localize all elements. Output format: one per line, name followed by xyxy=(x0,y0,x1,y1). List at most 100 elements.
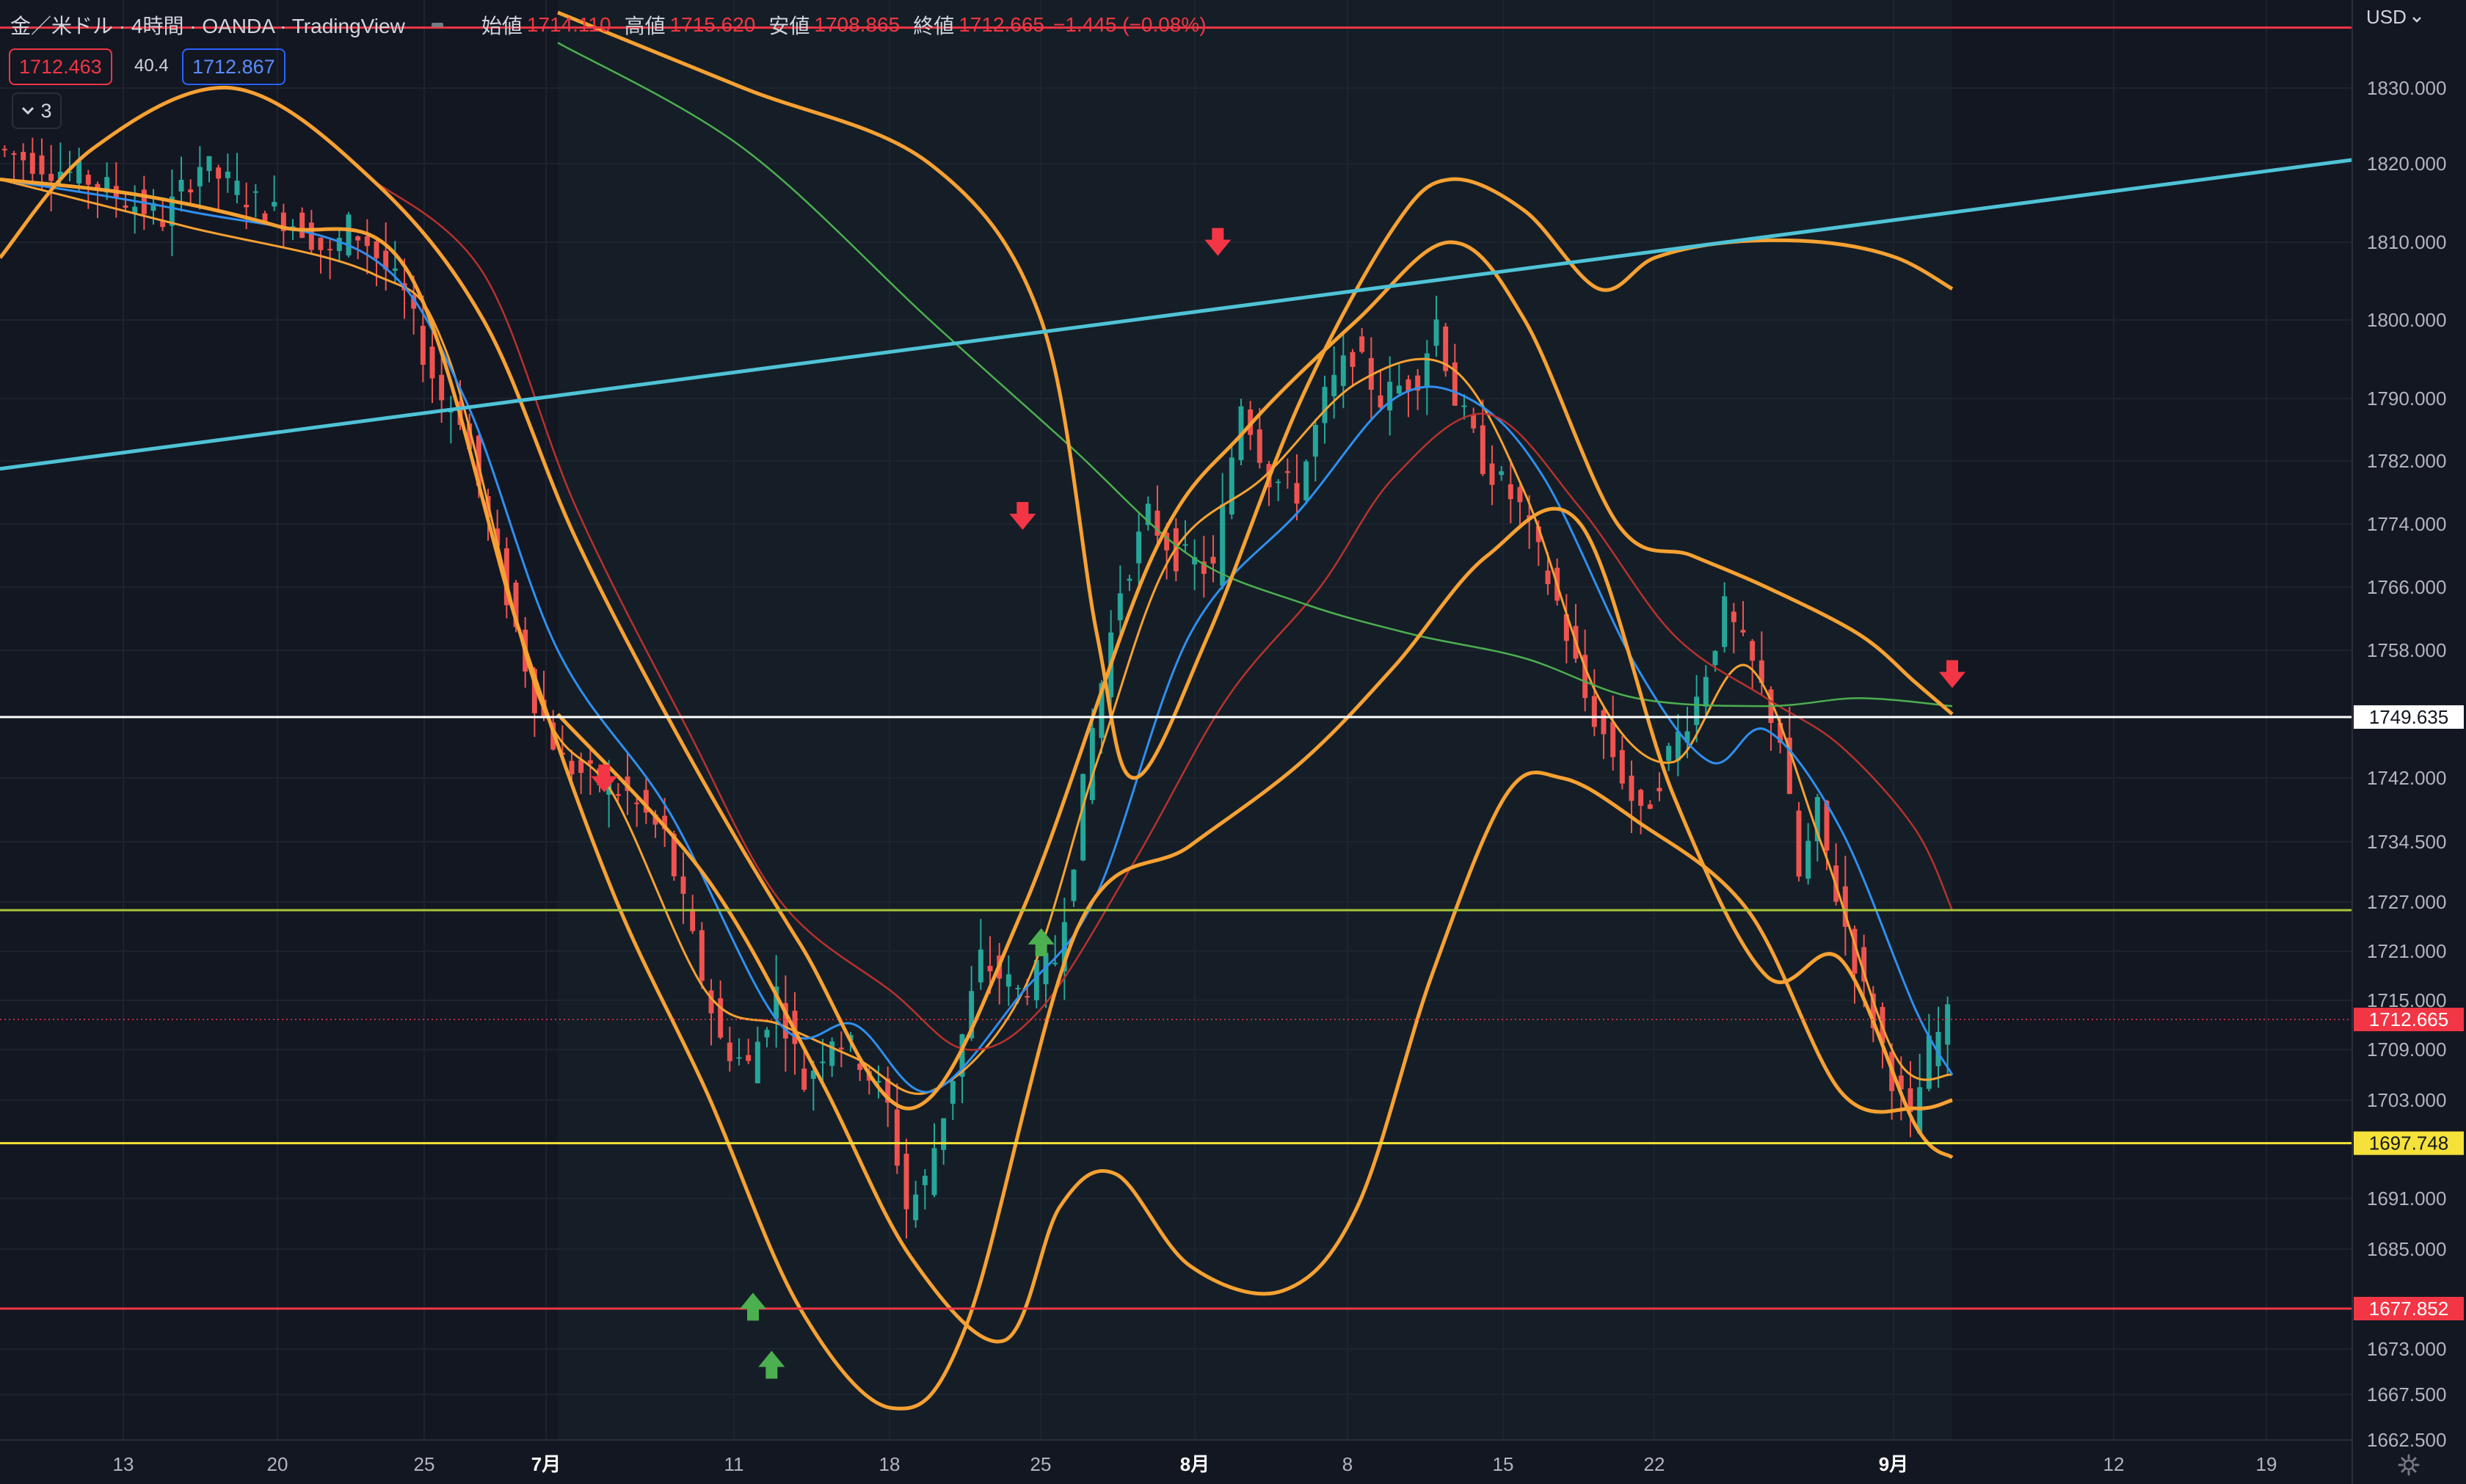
candle-body xyxy=(1182,544,1188,546)
candle-body xyxy=(1861,947,1867,982)
horizontal-lines[interactable] xyxy=(0,26,2352,1310)
open-label: 始値 xyxy=(481,15,523,37)
candle-body xyxy=(820,1061,826,1063)
candle-body xyxy=(969,991,975,1039)
candle-body xyxy=(1210,556,1216,564)
candle-body xyxy=(411,295,417,309)
candle-body xyxy=(420,325,426,365)
candle-body xyxy=(1127,578,1132,581)
candle-body xyxy=(1080,774,1086,861)
candle-body xyxy=(169,196,175,226)
price-tick-label: 1800.000 xyxy=(2367,309,2446,331)
price-tick-label: 1766.000 xyxy=(2367,576,2446,598)
candle-body xyxy=(1117,593,1123,621)
candle-body xyxy=(922,1176,928,1185)
candle-body xyxy=(1852,928,1858,974)
trendline xyxy=(0,158,2353,471)
candle-body xyxy=(1945,1004,1951,1045)
price-tick-label: 1673.000 xyxy=(2367,1338,2446,1360)
last-price-label-bg xyxy=(2354,1008,2464,1032)
candle-body xyxy=(680,876,686,894)
time-tick-label: 8 xyxy=(1342,1453,1353,1475)
candle-body xyxy=(1312,424,1318,457)
candle-body xyxy=(262,213,268,222)
price-tick-label: 1662.500 xyxy=(2367,1429,2446,1451)
candle-body xyxy=(392,268,398,271)
time-tick-label: 11 xyxy=(724,1453,744,1475)
candle-body xyxy=(346,214,352,255)
chevron-down-icon xyxy=(2412,17,2422,23)
price-tick-label: 1830.000 xyxy=(2367,77,2446,99)
candle-body xyxy=(1814,797,1820,842)
indicator-toggle-button[interactable]: 3 xyxy=(12,92,62,129)
level-price-label-bg xyxy=(2354,1131,2464,1155)
candle-body xyxy=(429,346,435,379)
candle-body xyxy=(364,236,370,247)
candle-body xyxy=(1712,651,1718,666)
candle-body xyxy=(736,1057,742,1059)
candle-body xyxy=(57,171,63,179)
candle-body xyxy=(1750,641,1756,661)
candle-body xyxy=(439,374,445,401)
candle-body xyxy=(197,167,203,186)
time-tick-label: 9月 xyxy=(1879,1453,1908,1475)
candle-body xyxy=(1350,352,1356,367)
candle-body xyxy=(1480,425,1485,474)
symbol-title[interactable]: 金／米ドル · 4時間 · OANDA · TradingView xyxy=(10,15,405,37)
candle-body xyxy=(894,1109,900,1166)
price-axis-ticks: 1830.000 1820.000 1810.000 1800.000 1790.000… xyxy=(2367,77,2446,1451)
candle-body xyxy=(941,1118,947,1150)
series-ema-fast xyxy=(0,178,1953,1095)
candle-body xyxy=(782,1003,788,1039)
candle-body xyxy=(913,1194,919,1221)
candle-body xyxy=(1359,336,1365,352)
time-axis[interactable] xyxy=(0,1440,2352,1484)
candle-body xyxy=(39,155,45,175)
candle-body xyxy=(1396,385,1402,394)
buy-arrow-icon xyxy=(1028,928,1055,956)
time-tick-label: 25 xyxy=(1030,1453,1052,1475)
price-axis[interactable] xyxy=(2352,0,2466,1484)
candle-body xyxy=(1907,1088,1913,1113)
candle-body xyxy=(1601,710,1607,735)
candle-body xyxy=(1071,869,1077,901)
candle-body xyxy=(931,1148,937,1196)
sell-arrow-icon xyxy=(1204,228,1232,256)
high-value: 1715.620 xyxy=(669,13,756,36)
price-tick-label: 1685.000 xyxy=(2367,1238,2446,1260)
candle-body xyxy=(1331,374,1337,396)
price-tick-label: 1691.000 xyxy=(2367,1187,2446,1210)
price-tick-label: 1742.000 xyxy=(2367,767,2446,789)
price-tick-label: 1709.000 xyxy=(2367,1039,2446,1061)
candle-body xyxy=(1610,721,1616,757)
candle-body xyxy=(1256,429,1262,463)
candle-body xyxy=(178,180,184,192)
candle-body xyxy=(1786,738,1792,794)
candle-body xyxy=(1145,503,1151,525)
candle-body xyxy=(1387,382,1393,411)
price-tick-label: 1758.000 xyxy=(2367,639,2446,661)
candle-body xyxy=(383,250,389,270)
price-tick-label: 1774.000 xyxy=(2367,513,2446,535)
time-tick-label: 22 xyxy=(1644,1453,1665,1475)
candle-body xyxy=(67,171,73,173)
candle-body xyxy=(1443,326,1449,371)
gear-icon[interactable] xyxy=(2397,1453,2420,1477)
candle-body xyxy=(1220,504,1226,586)
candle-body xyxy=(1005,974,1011,987)
candle-body xyxy=(903,1154,909,1210)
candle-body xyxy=(1340,355,1346,387)
close-value: 1712.665 xyxy=(959,13,1044,36)
candle-body xyxy=(1824,801,1830,851)
buy-price-button[interactable]: 1712.867 xyxy=(182,48,285,85)
series-bollinger-outer-lower xyxy=(556,713,1953,1344)
currency-label: USD xyxy=(2366,6,2407,28)
candle-body xyxy=(810,1070,816,1079)
sell-price-button[interactable]: 1712.463 xyxy=(9,48,112,85)
currency-selector[interactable]: USD xyxy=(2366,6,2422,29)
candle-body xyxy=(355,236,361,241)
candle-body xyxy=(829,1041,835,1066)
candle-body xyxy=(1164,532,1170,550)
candle-body xyxy=(476,435,481,486)
